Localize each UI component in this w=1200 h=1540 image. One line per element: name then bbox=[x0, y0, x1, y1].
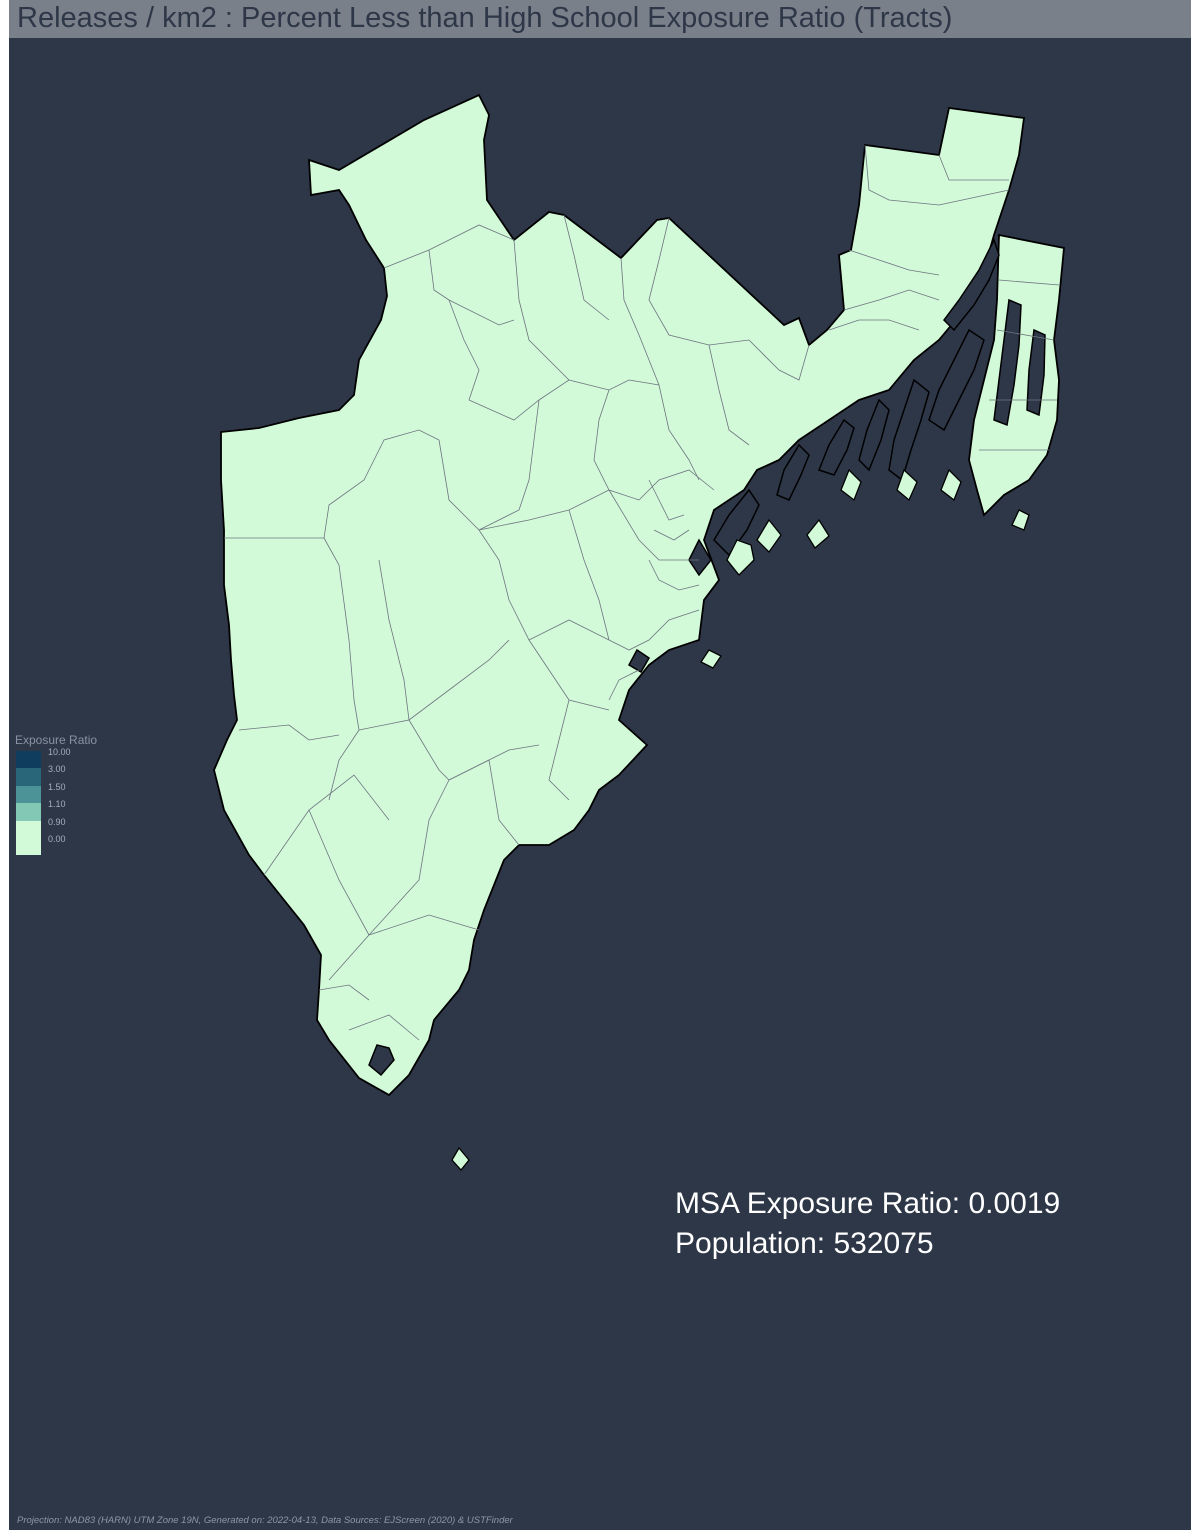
msa-landmass bbox=[213, 93, 1026, 1097]
tract-map bbox=[213, 93, 1065, 1172]
legend-label: 1.10 bbox=[48, 799, 66, 810]
islands bbox=[451, 468, 1030, 1172]
legend-item: 1.50 bbox=[15, 782, 97, 804]
stats-box: MSA Exposure Ratio: 0.0019 Population: 5… bbox=[675, 1184, 1060, 1264]
legend-item: 0.00 bbox=[15, 834, 97, 856]
legend-label: 10.00 bbox=[48, 747, 71, 757]
population: Population: 532075 bbox=[675, 1227, 934, 1260]
east-peninsula bbox=[968, 233, 1065, 517]
legend-item: 1.10 bbox=[15, 799, 97, 821]
footer-note: Projection: NAD83 (HARN) UTM Zone 19N, G… bbox=[17, 1515, 513, 1526]
legend-swatch bbox=[16, 837, 41, 856]
msa-exposure-ratio: MSA Exposure Ratio: 0.0019 bbox=[675, 1187, 1061, 1220]
legend-item: 3.00 bbox=[15, 764, 97, 786]
map-title: Releases / km2 : Percent Less than High … bbox=[17, 2, 953, 34]
legend-swatch bbox=[16, 820, 41, 838]
legend-swatch bbox=[16, 785, 41, 804]
legend-label: 0.00 bbox=[48, 833, 66, 844]
legend-label: 3.00 bbox=[48, 764, 66, 775]
tract-boundaries bbox=[224, 144, 1060, 1041]
legend-swatch bbox=[16, 768, 41, 786]
coastal-inlets bbox=[368, 238, 1046, 1077]
legend-title: Exposure Ratio bbox=[15, 733, 98, 747]
map-frame: Releases / km2 : Percent Less than High … bbox=[9, 0, 1191, 1530]
title-bar: Releases / km2 : Percent Less than High … bbox=[9, 0, 1191, 38]
legend: Exposure Ratio 10.00 3.00 1.50 1.10 0.90… bbox=[15, 733, 98, 856]
legend-swatch bbox=[16, 751, 41, 769]
legend-item: 0.90 bbox=[15, 817, 97, 838]
legend-label: 1.50 bbox=[48, 781, 66, 792]
legend-item: 10.00 bbox=[15, 747, 97, 769]
legend-swatch bbox=[16, 803, 41, 821]
legend-label: 0.90 bbox=[48, 816, 66, 827]
